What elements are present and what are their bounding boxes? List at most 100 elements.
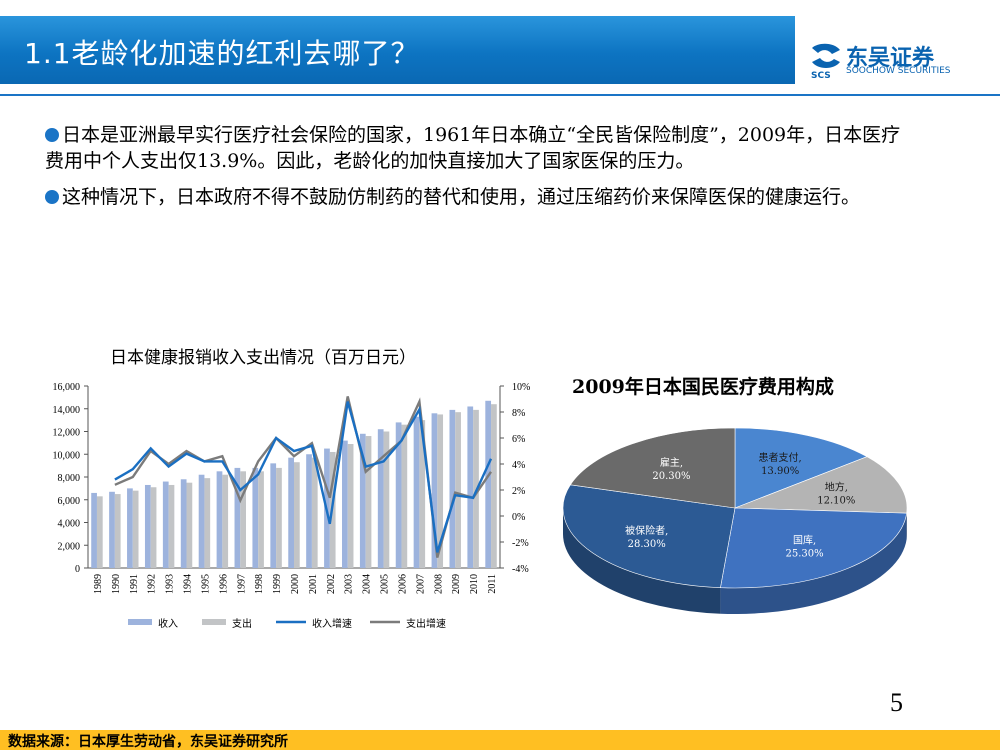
bar-expense bbox=[491, 404, 497, 568]
y-tick-label: 6,000 bbox=[58, 496, 81, 507]
pie-value: 25.30% bbox=[785, 549, 823, 560]
pie-label: 地方, bbox=[825, 481, 848, 494]
bar-expense bbox=[97, 496, 103, 568]
x-tick-label: 1993 bbox=[165, 574, 176, 594]
legend-label: 支出 bbox=[232, 617, 252, 630]
bar-expense bbox=[151, 487, 157, 568]
bar-expense bbox=[401, 425, 407, 568]
x-tick-label: 1996 bbox=[218, 574, 229, 594]
bar-expense bbox=[133, 491, 139, 568]
x-tick-label: 1997 bbox=[236, 574, 247, 594]
x-tick-label: 1991 bbox=[129, 574, 140, 594]
y-tick-label: 10,000 bbox=[53, 450, 81, 461]
pie-label: 被保险者, bbox=[625, 524, 668, 537]
y2-tick-label: 2% bbox=[512, 486, 525, 497]
bar-income bbox=[378, 429, 384, 568]
bar-expense bbox=[187, 483, 193, 568]
x-tick-label: 2004 bbox=[362, 574, 373, 594]
x-tick-label: 1998 bbox=[254, 574, 265, 594]
y-tick-label: 16,000 bbox=[53, 382, 81, 393]
y-tick-label: 4,000 bbox=[58, 519, 81, 530]
bullet-list: 日本是亚洲最早实行医疗社会保险的国家，1961年日本确立“全民皆保险制度”，20… bbox=[45, 122, 915, 220]
y2-tick-label: -2% bbox=[512, 538, 529, 549]
bar-income bbox=[252, 468, 258, 568]
data-source: 数据来源：日本厚生劳动省，东吴证券研究所 bbox=[8, 731, 288, 750]
bar-income bbox=[109, 492, 115, 568]
bar-expense bbox=[258, 471, 264, 568]
bar-line-chart: 16,000 14,000 12,000 10,000 8,000 6,000 4,000 2… bbox=[30, 340, 550, 640]
bar-expense bbox=[455, 412, 461, 568]
bar-income bbox=[414, 417, 420, 568]
bar-expense bbox=[222, 475, 228, 568]
x-tick-label: 2003 bbox=[344, 574, 355, 594]
pie-chart: 患者支付, 13.90% 地方, 12.10% 国库, 25.30% 被保险者, 28.30%… bbox=[560, 410, 920, 650]
header-divider bbox=[0, 94, 1000, 96]
bullet-dot-icon bbox=[45, 190, 59, 204]
bar-income bbox=[127, 488, 133, 568]
bar-expense bbox=[366, 436, 372, 568]
x-tick-label: 2007 bbox=[415, 574, 426, 594]
x-tick-label: 1994 bbox=[183, 574, 194, 594]
x-tick-label: 2011 bbox=[487, 574, 498, 594]
y-tick-label: 2,000 bbox=[58, 541, 81, 552]
x-tick-label: 2009 bbox=[451, 574, 462, 594]
pie-value: 13.90% bbox=[761, 466, 799, 477]
y-tick-label: 14,000 bbox=[53, 405, 81, 416]
y2-tick-label: 10% bbox=[512, 382, 530, 393]
pie-value: 20.30% bbox=[652, 471, 690, 482]
bar-expense bbox=[348, 444, 354, 568]
bar-income bbox=[181, 479, 187, 568]
y-tick-label: 12,000 bbox=[53, 428, 81, 439]
pie-value: 28.30% bbox=[628, 539, 666, 550]
x-tick-label: 1995 bbox=[200, 574, 211, 594]
legend-swatch bbox=[202, 619, 226, 625]
bar-income bbox=[467, 406, 473, 568]
title-bar: 1.1老龄化加速的红利去哪了？ bbox=[0, 16, 795, 84]
y2-tick-label: 0% bbox=[512, 512, 525, 523]
bar-expense bbox=[204, 478, 210, 568]
bar-income bbox=[163, 482, 169, 568]
pie-chart-svg: 患者支付, 13.90% 地方, 12.10% 国库, 25.30% 被保险者, 28.30%… bbox=[560, 410, 920, 650]
footer-bar: 数据来源：日本厚生劳动省，东吴证券研究所 bbox=[0, 730, 1000, 750]
bullet-item: 日本是亚洲最早实行医疗社会保险的国家，1961年日本确立“全民皆保险制度”，20… bbox=[45, 122, 915, 174]
x-tick-label: 2005 bbox=[380, 574, 391, 594]
bar-income bbox=[288, 458, 294, 568]
x-tick-label: 1990 bbox=[111, 574, 122, 594]
bar-income bbox=[91, 493, 97, 568]
bullet-dot-icon bbox=[45, 128, 59, 142]
bar-expense bbox=[294, 462, 300, 568]
y-tick-label: 8,000 bbox=[58, 473, 81, 484]
page-number: 5 bbox=[890, 688, 903, 718]
x-tick-label: 2002 bbox=[326, 574, 337, 594]
page-title: 1.1老龄化加速的红利去哪了？ bbox=[24, 32, 420, 72]
pie-title: 2009年日本国民医疗费用构成 bbox=[572, 372, 834, 399]
logo-mark-text: SCS bbox=[811, 71, 831, 80]
bar-expense bbox=[115, 494, 121, 568]
bar-income bbox=[199, 475, 205, 568]
bar-income bbox=[306, 454, 312, 568]
x-tick-label: 1989 bbox=[93, 574, 104, 594]
bar-expense bbox=[169, 485, 175, 568]
pie-value: 12.10% bbox=[817, 496, 855, 507]
bar-income bbox=[217, 471, 223, 568]
legend-swatch bbox=[128, 619, 152, 625]
bar-income bbox=[145, 485, 151, 568]
bar-income bbox=[449, 410, 455, 568]
y2-tick-label: 4% bbox=[512, 460, 525, 471]
x-tick-label: 1992 bbox=[147, 574, 158, 594]
x-tick-label: 2006 bbox=[397, 574, 408, 594]
x-tick-label: 2001 bbox=[308, 574, 319, 594]
bullet-item: 这种情况下，日本政府不得不鼓励仿制药的替代和使用，通过压缩药价来保障医保的健康运… bbox=[45, 184, 915, 210]
x-tick-label: 2000 bbox=[290, 574, 301, 594]
pie-label: 国库, bbox=[793, 534, 816, 547]
health-insurance-chart: 日本健康报销收入支出情况（百万日元） 16,000 14,000 12,000 10,… bbox=[30, 340, 550, 640]
bullet-text: 这种情况下，日本政府不得不鼓励仿制药的替代和使用，通过压缩药价来保障医保的健康运… bbox=[62, 186, 860, 208]
y2-tick-label: 6% bbox=[512, 434, 525, 445]
bullet-text: 日本是亚洲最早实行医疗社会保险的国家，1961年日本确立“全民皆保险制度”，20… bbox=[45, 124, 900, 172]
bar-income bbox=[270, 463, 276, 568]
brand-logo: SCS 东吴证券 SOOCHOW SECURITIES bbox=[808, 40, 958, 84]
legend-label: 收入 bbox=[158, 617, 178, 630]
bar-expense bbox=[276, 468, 282, 568]
legend-label: 支出增速 bbox=[406, 617, 446, 630]
pie-label: 雇主, bbox=[660, 456, 683, 469]
